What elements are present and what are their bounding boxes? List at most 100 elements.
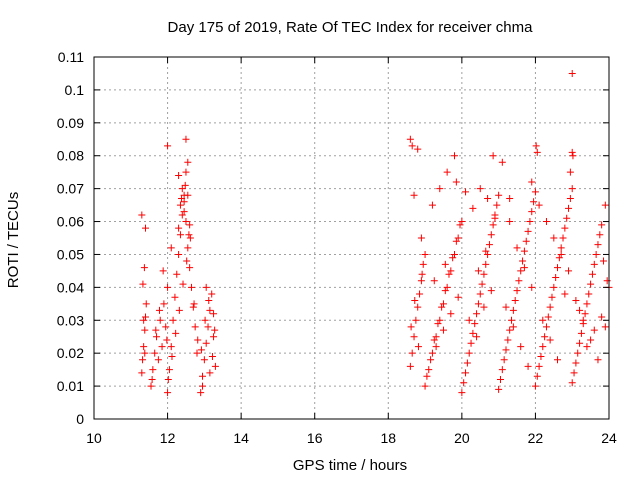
data-point xyxy=(473,333,481,341)
data-point xyxy=(193,349,201,357)
data-point xyxy=(197,389,205,397)
y-tick-label: 0.02 xyxy=(57,345,84,361)
data-point xyxy=(474,267,482,275)
data-point xyxy=(194,336,202,344)
data-point xyxy=(184,244,192,252)
data-point xyxy=(406,135,414,143)
data-point xyxy=(421,250,429,258)
data-point xyxy=(428,201,436,209)
data-point xyxy=(417,234,425,242)
data-point xyxy=(519,257,527,265)
data-point xyxy=(156,316,164,324)
data-point xyxy=(566,195,574,203)
data-point xyxy=(480,303,488,311)
x-tick-label: 20 xyxy=(454,430,470,446)
data-point xyxy=(496,376,504,384)
data-point xyxy=(208,352,216,360)
data-point xyxy=(138,369,146,377)
data-point xyxy=(140,343,148,351)
data-point xyxy=(522,237,530,245)
data-point xyxy=(601,201,609,209)
data-point xyxy=(513,244,521,252)
data-point xyxy=(546,303,554,311)
data-point xyxy=(599,257,607,265)
y-tick-label: 0.06 xyxy=(57,214,84,230)
data-point xyxy=(533,372,541,380)
data-point xyxy=(482,260,490,268)
data-point xyxy=(568,185,576,193)
data-point xyxy=(563,214,571,222)
data-point xyxy=(535,201,543,209)
y-tick-label: 0 xyxy=(76,411,84,427)
data-point xyxy=(186,264,194,272)
data-point xyxy=(432,333,440,341)
data-point xyxy=(434,320,442,328)
data-point xyxy=(439,300,447,308)
data-point xyxy=(528,178,536,186)
data-point xyxy=(441,287,449,295)
data-point xyxy=(576,306,584,314)
data-point xyxy=(528,283,536,291)
data-point xyxy=(200,356,208,364)
data-point xyxy=(559,234,567,242)
data-point xyxy=(574,349,582,357)
data-point xyxy=(211,326,219,334)
data-point xyxy=(462,369,470,377)
data-point xyxy=(588,270,596,278)
data-point xyxy=(537,352,545,360)
data-point xyxy=(572,297,580,305)
data-point xyxy=(539,316,547,324)
data-point xyxy=(520,264,528,272)
x-tick-label: 22 xyxy=(528,430,544,446)
data-point xyxy=(421,382,429,390)
data-point xyxy=(509,306,517,314)
data-point xyxy=(533,148,541,156)
data-point xyxy=(473,310,481,318)
data-point xyxy=(417,277,425,285)
data-point xyxy=(142,313,149,321)
data-point xyxy=(178,185,186,193)
data-point xyxy=(436,185,444,193)
data-point xyxy=(152,326,160,334)
data-point xyxy=(178,211,186,219)
data-point xyxy=(561,224,569,232)
data-point xyxy=(587,336,595,344)
data-point xyxy=(171,293,179,301)
data-point xyxy=(565,267,573,275)
data-point xyxy=(208,290,216,298)
data-point xyxy=(462,188,470,196)
data-point xyxy=(469,329,477,337)
x-tick-labels: 10 12 14 16 18 20 22 24 xyxy=(86,430,617,446)
data-point xyxy=(164,283,172,291)
data-point xyxy=(138,211,146,219)
x-axis-title: GPS time / hours xyxy=(293,457,407,474)
data-point xyxy=(445,270,453,278)
data-point xyxy=(159,267,167,275)
data-point xyxy=(418,270,426,278)
data-point xyxy=(202,283,210,291)
data-point xyxy=(173,270,181,278)
data-point xyxy=(583,343,591,351)
data-point xyxy=(535,362,543,370)
data-point xyxy=(199,382,207,390)
data-point xyxy=(594,241,602,249)
data-point xyxy=(407,323,415,331)
data-point xyxy=(579,316,587,324)
x-tick-label: 14 xyxy=(233,430,249,446)
data-point xyxy=(460,379,468,387)
data-point xyxy=(438,303,446,311)
data-point xyxy=(175,224,183,232)
data-point xyxy=(528,208,536,216)
y-tick-label: 0.07 xyxy=(57,181,84,197)
data-point xyxy=(183,257,191,265)
grid-lines xyxy=(94,57,609,419)
data-point xyxy=(517,343,525,351)
data-point xyxy=(423,372,431,380)
x-tick-label: 10 xyxy=(86,430,102,446)
data-point xyxy=(176,231,184,239)
data-point xyxy=(463,359,471,367)
data-point xyxy=(489,221,497,229)
data-point xyxy=(449,254,457,262)
data-point xyxy=(180,198,188,206)
data-point xyxy=(471,320,479,328)
